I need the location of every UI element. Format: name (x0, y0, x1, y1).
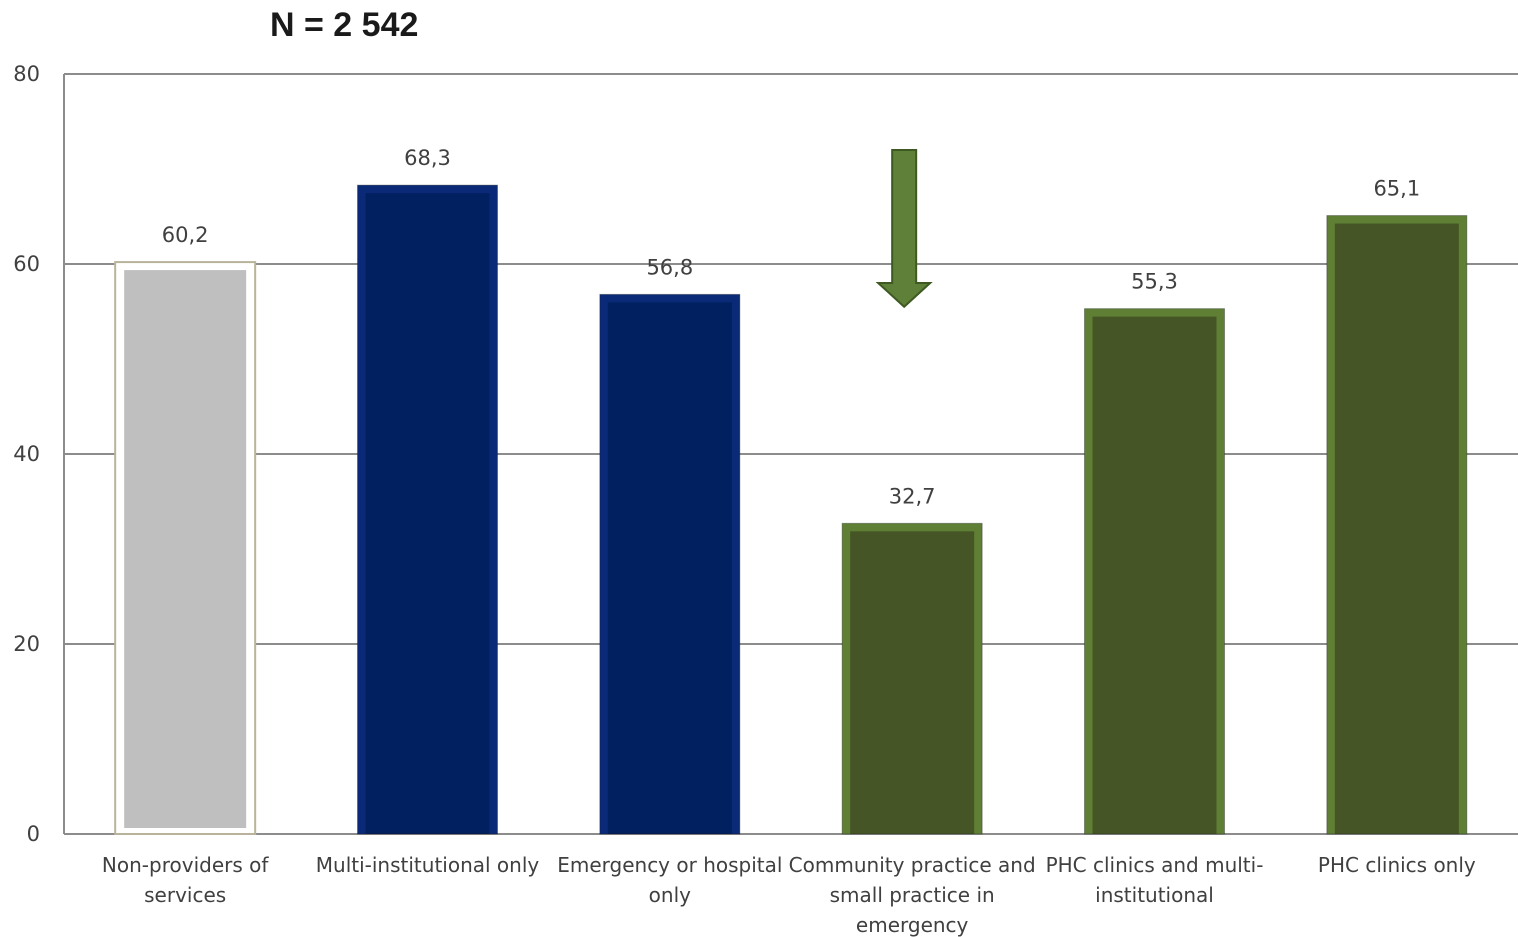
y-tick-label: 20 (13, 632, 40, 656)
bar-outline (599, 293, 741, 835)
bar (1326, 215, 1468, 835)
y-tick-label: 80 (13, 62, 40, 86)
category-label: Non-providers of services (102, 853, 269, 907)
data-label: 68,3 (404, 146, 451, 170)
y-tick-label: 0 (27, 822, 40, 846)
down-arrow-annotation (875, 149, 933, 309)
bar (357, 184, 498, 835)
category-label: Multi-institutional only (316, 853, 540, 877)
bar-fill (1092, 316, 1217, 834)
data-label: 60,2 (162, 223, 209, 247)
data-label: 55,3 (1131, 270, 1178, 294)
bar-fill (850, 531, 975, 834)
y-tick-label: 60 (13, 252, 40, 276)
bar-outline (1084, 308, 1225, 835)
data-labels: 60,2 68,3 56,8 32,7 55,3 65,1 (162, 146, 1420, 508)
bar-fill (365, 193, 490, 834)
data-label: 56,8 (646, 255, 693, 279)
bar (841, 522, 983, 835)
bar-fill (607, 302, 732, 834)
y-axis-ticks: 0 20 40 60 80 (13, 62, 40, 846)
x-axis-category-labels: Non-providers of services Multi-institutio… (102, 853, 1476, 937)
bar (1084, 308, 1225, 835)
bar-fill (1334, 223, 1459, 835)
bar-fill (124, 270, 247, 829)
data-label: 32,7 (889, 484, 936, 508)
bars (114, 184, 1468, 836)
gridlines (63, 73, 1518, 835)
down-arrow-icon (875, 149, 933, 309)
bar-outline (357, 184, 498, 835)
category-label: PHC clinics and multi-institutional (1046, 853, 1264, 907)
y-tick-label: 40 (13, 442, 40, 466)
category-label: PHC clinics only (1318, 853, 1476, 877)
bar (114, 261, 257, 836)
bar-outline (1326, 215, 1468, 835)
chart-title: N = 2 542 (270, 6, 418, 44)
data-label: 65,1 (1373, 177, 1420, 201)
category-label: Emergency or hospital only (557, 853, 782, 907)
bar (599, 293, 741, 835)
bar-outline (841, 522, 983, 835)
category-label: Community practice and small practice in e… (789, 853, 1036, 937)
